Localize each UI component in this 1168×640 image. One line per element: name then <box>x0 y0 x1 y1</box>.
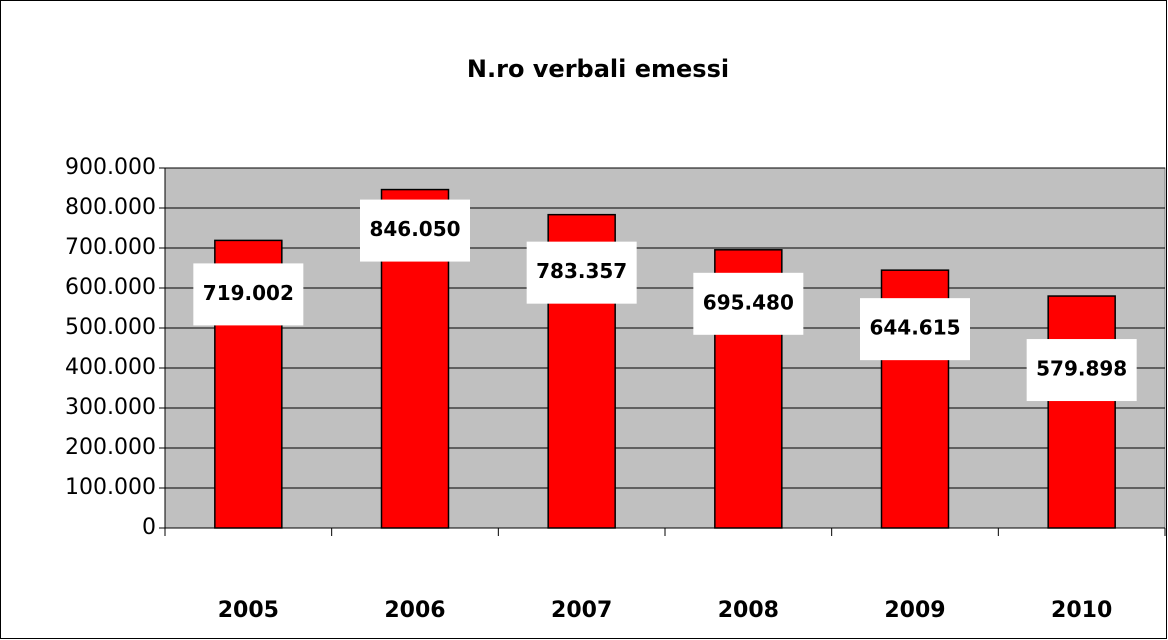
data-label: 783.357 <box>536 259 627 283</box>
chart-title: N.ro verbali emessi <box>467 55 729 83</box>
data-label-box <box>1026 339 1137 402</box>
data-label-box <box>193 263 304 326</box>
data-label-box <box>860 298 970 361</box>
x-tick-label: 2005 <box>218 598 279 623</box>
x-tick-label: 2006 <box>384 598 445 623</box>
data-label-box <box>360 199 470 262</box>
y-tick-label: 900.000 <box>65 155 156 180</box>
data-label-box <box>526 241 637 304</box>
data-label: 644.615 <box>869 316 960 340</box>
data-label: 579.898 <box>1036 357 1127 381</box>
bar <box>1047 295 1116 529</box>
y-tick-label: 500.000 <box>65 315 156 340</box>
y-tick-label: 600.000 <box>65 275 156 300</box>
x-tick-label: 2009 <box>884 598 945 623</box>
y-tick-label: 200.000 <box>65 435 156 460</box>
y-tick-label: 700.000 <box>65 235 156 260</box>
x-tick-label: 2007 <box>551 598 612 623</box>
x-tick-label: 2010 <box>1051 598 1112 623</box>
x-tick-label: 2008 <box>718 598 779 623</box>
data-label: 719.002 <box>203 281 294 305</box>
y-tick-label: 100.000 <box>65 475 156 500</box>
data-label: 846.050 <box>369 217 460 241</box>
plot-area <box>164 167 1166 529</box>
y-tick-label: 800.000 <box>65 195 156 220</box>
y-tick-label: 0 <box>142 515 156 540</box>
data-label: 695.480 <box>703 290 794 314</box>
y-tick-label: 300.000 <box>65 395 156 420</box>
y-tick-label: 400.000 <box>65 355 156 380</box>
data-label-box <box>693 272 804 335</box>
